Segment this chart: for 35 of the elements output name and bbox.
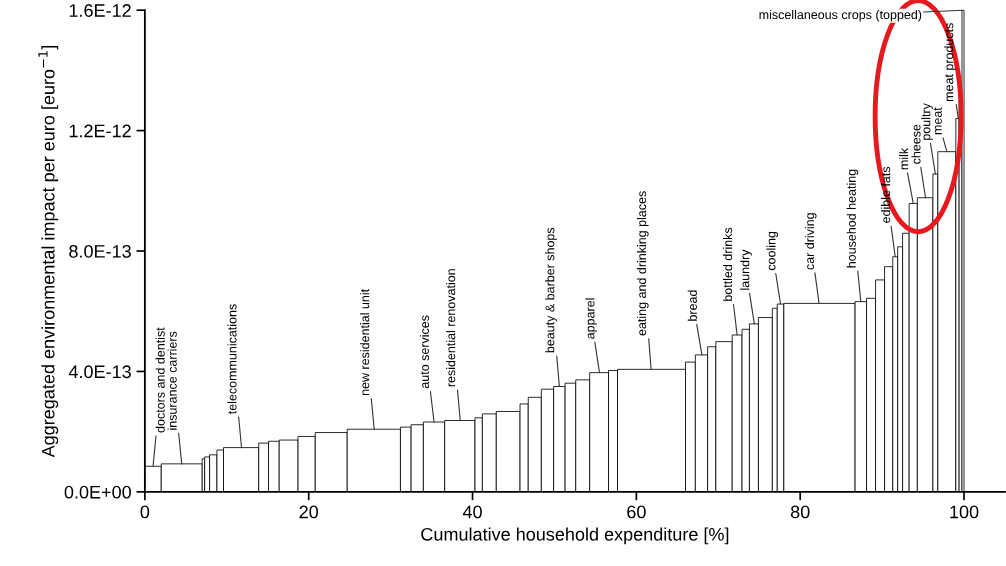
annotation: residential renovation xyxy=(446,269,456,387)
annotation: car driving xyxy=(804,213,817,270)
annotation: auto services xyxy=(419,315,430,389)
annotation: new residential unit xyxy=(360,288,370,396)
x-tick-label: 40 xyxy=(462,505,482,519)
annotation: bread xyxy=(687,290,697,321)
annotation: bottled drinks xyxy=(722,227,733,301)
annotation: milk xyxy=(899,147,909,170)
annotation: poultry xyxy=(921,103,933,140)
annotation: meat products xyxy=(944,23,956,102)
x-tick-label: 100 xyxy=(950,505,979,519)
x-tick-label: 0 xyxy=(140,505,150,519)
y-axis-title: Aggregated environmental impact per euro [euro$^{−1}$] xyxy=(38,45,59,458)
annotation: miscellaneous crops (topped) xyxy=(759,9,922,22)
x-tick-label: 80 xyxy=(790,505,810,519)
y-tick-label: 1.2E-12 xyxy=(69,124,131,138)
x-axis-title: Cumulative household expenditure [%] xyxy=(421,527,729,545)
annotation: laundry xyxy=(740,249,752,290)
annotation: eating and drinking places xyxy=(636,191,649,336)
annotation: beauty & barber shops xyxy=(545,227,557,353)
annotation: meat xyxy=(933,107,942,135)
y-tick-label: 0.0E+00 xyxy=(64,485,131,499)
annotation: doctors and dentist xyxy=(155,327,165,433)
annotation: cheese xyxy=(911,124,921,164)
x-tick-label: 20 xyxy=(299,505,319,519)
y-tick-label: 4.0E-13 xyxy=(68,365,131,379)
annotation: househod heating xyxy=(846,169,859,268)
annotation: insurance carriers xyxy=(167,331,177,430)
annotation: cooling xyxy=(766,231,779,271)
x-tick-label: 60 xyxy=(627,505,646,519)
annotation: telecommunications xyxy=(227,304,237,415)
y-tick-label: 1.6E-12 xyxy=(69,4,131,17)
annotation: edible fats xyxy=(881,166,891,223)
annotation: apparel xyxy=(585,298,597,339)
y-tick-label: 8.0E-13 xyxy=(69,244,131,258)
